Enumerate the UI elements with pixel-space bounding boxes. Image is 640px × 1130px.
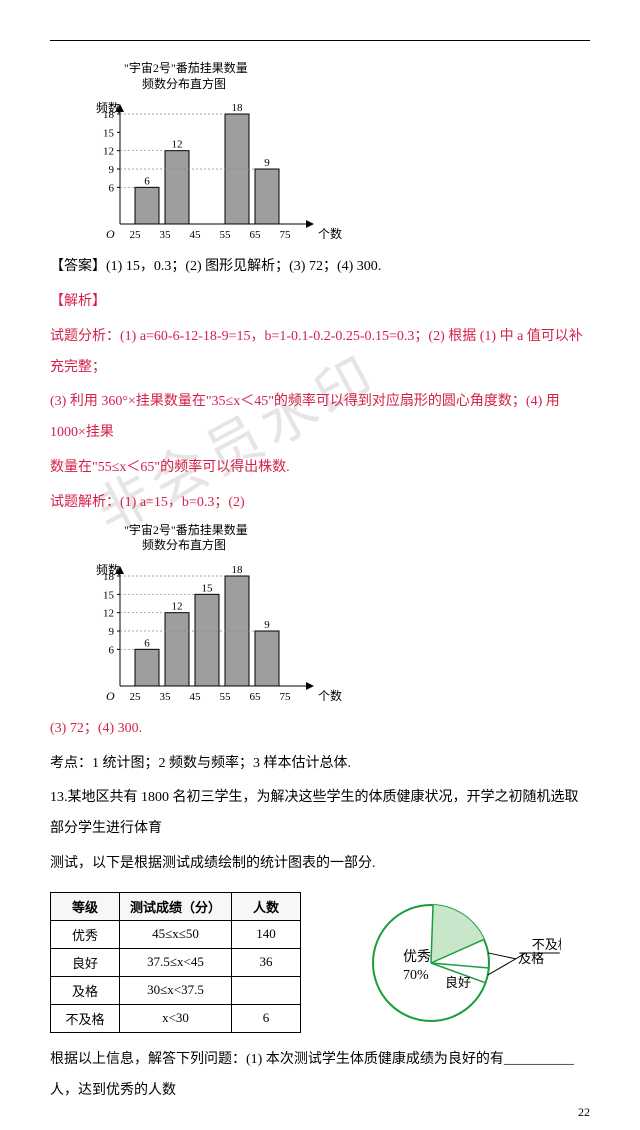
svg-text:9: 9 — [109, 626, 115, 638]
table-header: 人数 — [232, 892, 301, 920]
page-number: 22 — [578, 1105, 590, 1120]
svg-text:频数: 频数 — [96, 100, 120, 115]
kaodian: 考点：1 统计图；2 频数与频率；3 样本估计总体. — [50, 749, 590, 780]
q-bottom: 根据以上信息，解答下列问题：(1) 本次测试学生体质健康成绩为良好的有_____… — [50, 1045, 590, 1107]
table-cell — [232, 976, 301, 1004]
table-cell: 不及格 — [51, 1004, 120, 1032]
table-cell: 良好 — [51, 948, 120, 976]
chart1-title-l2: 频数分布直方图 — [142, 77, 226, 91]
table-row: 不及格x<306 — [51, 1004, 301, 1032]
svg-text:12: 12 — [172, 600, 183, 612]
grade-table: 等级测试成绩（分）人数 优秀45≤x≤50140良好37.5≤x<4536及格3… — [50, 892, 301, 1033]
analysis-l2: (3) 利用 360°×挂果数量在"35≤x＜45"的频率可以得到对应扇形的圆心… — [50, 387, 590, 449]
svg-text:良好: 良好 — [445, 975, 471, 990]
table-cell: 6 — [232, 1004, 301, 1032]
svg-text:12: 12 — [172, 139, 183, 151]
svg-text:45: 45 — [190, 691, 202, 703]
svg-text:6: 6 — [109, 644, 115, 656]
svg-text:75: 75 — [280, 229, 292, 241]
svg-text:6: 6 — [109, 183, 115, 195]
histogram-2: "宇宙2号"番茄挂果数量 频数分布直方图 18 15 12 9 6 25 35 45 55 65 7… — [84, 523, 590, 706]
svg-text:O: O — [106, 689, 115, 703]
pie-svg: 优秀 70% 良好 不及格及格 — [341, 888, 561, 1028]
svg-text:个数: 个数 — [318, 226, 342, 241]
chart2-title-l2: 频数分布直方图 — [142, 538, 226, 552]
svg-text:15: 15 — [202, 582, 214, 594]
table-cell: 优秀 — [51, 920, 120, 948]
table-cell: 及格 — [51, 976, 120, 1004]
svg-text:75: 75 — [280, 691, 292, 703]
svg-text:25: 25 — [130, 691, 142, 703]
chart2-title-l1: "宇宙2号"番茄挂果数量 — [124, 523, 248, 537]
svg-text:6: 6 — [144, 176, 150, 188]
svg-text:45: 45 — [190, 229, 202, 241]
svg-text:及格: 及格 — [518, 951, 544, 966]
table-cell: 140 — [232, 920, 301, 948]
svg-text:12: 12 — [103, 146, 114, 158]
chart2-svg: 1815129625354555657561215189频数个数O — [84, 556, 344, 706]
q13-l2: 测试，以下是根据测试成绩绘制的统计图表的一部分. — [50, 849, 590, 880]
svg-text:O: O — [106, 227, 115, 241]
svg-text:优秀: 优秀 — [403, 949, 431, 965]
table-header: 测试成绩（分） — [120, 892, 232, 920]
svg-text:35: 35 — [160, 229, 172, 241]
table-row: 及格30≤x<37.5 — [51, 976, 301, 1004]
table-header: 等级 — [51, 892, 120, 920]
svg-text:9: 9 — [109, 164, 115, 176]
pie-chart: 优秀 70% 良好 不及格及格 — [341, 888, 561, 1028]
svg-text:18: 18 — [232, 564, 244, 576]
svg-text:55: 55 — [220, 691, 232, 703]
table-cell: 30≤x<37.5 — [120, 976, 232, 1004]
svg-text:65: 65 — [250, 691, 262, 703]
table-cell: 45≤x≤50 — [120, 920, 232, 948]
svg-text:9: 9 — [264, 619, 270, 631]
chart1-title-l1: "宇宙2号"番茄挂果数量 — [124, 61, 248, 75]
svg-text:不及格: 不及格 — [532, 937, 561, 952]
svg-text:55: 55 — [220, 229, 232, 241]
svg-text:频数: 频数 — [96, 562, 120, 577]
table-cell: 37.5≤x<45 — [120, 948, 232, 976]
svg-text:12: 12 — [103, 607, 114, 619]
analysis-l1: 试题分析：(1) a=60-6-12-18-9=15，b=1-0.1-0.2-0… — [50, 322, 590, 384]
svg-text:35: 35 — [160, 691, 172, 703]
table-row: 优秀45≤x≤50140 — [51, 920, 301, 948]
after-chart2: (3) 72；(4) 300. — [50, 714, 590, 745]
svg-text:6: 6 — [144, 637, 150, 649]
chart1-svg: 18151296253545556575612189频数个数O — [84, 94, 344, 244]
svg-text:25: 25 — [130, 229, 142, 241]
svg-text:18: 18 — [232, 102, 244, 114]
jiexi-label: 【解析】 — [50, 287, 590, 318]
jiexi2: 试题解析：(1) a=15，b=0.3；(2) — [50, 488, 590, 519]
analysis-l3: 数量在"55≤x＜65"的频率可以得出株数. — [50, 453, 590, 484]
svg-text:65: 65 — [250, 229, 262, 241]
table-cell: x<30 — [120, 1004, 232, 1032]
svg-text:70%: 70% — [403, 968, 429, 983]
histogram-1: "宇宙2号"番茄挂果数量 频数分布直方图 18 15 12 9 6 25 35 45 55 65 7… — [84, 61, 590, 244]
svg-text:15: 15 — [103, 589, 115, 601]
q13-l1: 13.某地区共有 1800 名初三学生，为解决这些学生的体质健康状况，开学之初随… — [50, 783, 590, 845]
table-row: 良好37.5≤x<4536 — [51, 948, 301, 976]
svg-text:个数: 个数 — [318, 688, 342, 703]
answer-line: 【答案】(1) 15，0.3；(2) 图形见解析；(3) 72；(4) 300. — [50, 252, 590, 283]
svg-text:9: 9 — [264, 157, 270, 169]
svg-text:15: 15 — [103, 128, 115, 140]
table-cell: 36 — [232, 948, 301, 976]
top-rule — [50, 40, 590, 41]
